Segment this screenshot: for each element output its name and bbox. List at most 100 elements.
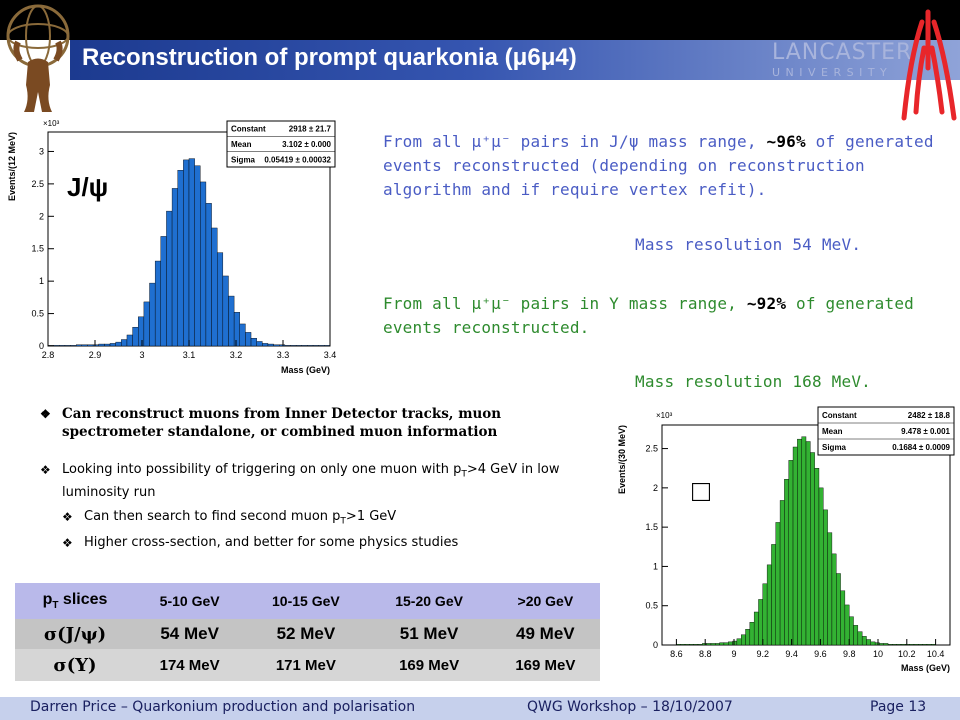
jpsi-resolution: Mass resolution 54 MeV. [635, 235, 862, 254]
bar [771, 544, 776, 646]
y-tick-label: 0 [653, 640, 658, 650]
bar [792, 446, 798, 646]
bar [697, 644, 703, 646]
bar [267, 343, 274, 347]
bar [279, 344, 286, 347]
bar [680, 644, 686, 646]
y-tick-label: 2 [39, 211, 44, 221]
bar [779, 500, 785, 646]
text: From all μ⁺μ⁻ pairs in Υ mass range, [383, 294, 747, 313]
y-multiplier: ×10³ [43, 119, 60, 128]
bar [239, 323, 246, 347]
bar [121, 339, 128, 347]
bullet-text: Higher cross-section, and better for som… [84, 535, 459, 551]
cell: 169 MeV [515, 656, 576, 674]
bar [143, 301, 150, 347]
resolution-table: pT slices 5-10 GeV 10-15 GeV 15-20 GeV >… [15, 583, 600, 681]
bar [87, 344, 94, 347]
bar [728, 641, 733, 646]
bar [81, 344, 88, 347]
text: From all μ⁺μ⁻ pairs in J/ψ mass range, [383, 132, 767, 151]
cell: 51 MeV [399, 624, 459, 643]
bar [262, 343, 269, 347]
bar [753, 611, 759, 646]
top-band [0, 0, 960, 40]
bar [844, 604, 850, 646]
y-multiplier: ×10³ [656, 411, 673, 420]
y-tick-label: 1.5 [31, 244, 44, 254]
bar [818, 487, 824, 646]
bar [823, 509, 828, 646]
bar [870, 641, 876, 646]
cell: 52 MeV [276, 624, 336, 643]
bar [836, 573, 841, 646]
bar [301, 345, 308, 347]
bar [719, 642, 725, 646]
table-row: σ(Υ) 174 MeV 171 MeV 169 MeV 169 MeV [15, 649, 600, 681]
y-axis-label: Events/(30 MeV) [617, 425, 627, 494]
bar [676, 644, 681, 646]
bar [926, 644, 932, 646]
logo-figure [24, 58, 52, 112]
stats-value: 3.102 ± 0.000 [282, 140, 331, 149]
header-cell: pT slices [15, 583, 135, 619]
bullet: Can reconstruct muons from Inner Detecto… [40, 405, 600, 441]
x-tick-label: 9.2 [757, 649, 770, 659]
bar [814, 468, 820, 646]
bar [64, 345, 71, 347]
bar [70, 345, 77, 347]
upsilon-text: From all μ⁺μ⁻ pairs in Υ mass range, ~92… [383, 292, 958, 340]
bar [749, 622, 755, 646]
x-axis-label: Mass (GeV) [901, 663, 950, 673]
bar [740, 634, 746, 646]
university-logo-sub: U N I V E R S I T Y [772, 66, 888, 79]
x-tick-label: 3 [139, 350, 144, 360]
bar [290, 345, 297, 347]
footer-page: Page 13 [870, 699, 927, 715]
bar [115, 341, 122, 347]
bar [222, 275, 229, 347]
x-tick-label: 10 [873, 649, 883, 659]
x-tick-label: 9.4 [785, 649, 798, 659]
jpsi-text: From all μ⁺μ⁻ pairs in J/ψ mass range, ~… [383, 130, 958, 202]
header-cell: 15-20 GeV [395, 593, 463, 609]
bar [892, 644, 897, 646]
stats-value: 0.05419 ± 0.00032 [264, 155, 331, 164]
x-axis-label: Mass (GeV) [281, 365, 330, 375]
bar [132, 326, 139, 347]
bar [307, 345, 314, 347]
bar [284, 345, 291, 347]
bar [879, 643, 884, 646]
row-label: σ(J/ψ) [43, 623, 107, 645]
bar [732, 640, 738, 646]
bar [909, 644, 915, 646]
bar [256, 341, 263, 347]
bar [177, 170, 184, 347]
y-tick-label: 0 [39, 341, 44, 351]
text: p [42, 590, 53, 608]
header-cell: 10-15 GeV [272, 593, 340, 609]
bar [762, 583, 768, 646]
y-tick-label: 2.5 [645, 444, 658, 454]
table-row: σ(J/ψ) 54 MeV 52 MeV 51 MeV 49 MeV [15, 619, 600, 649]
y-axis-label: Events/(12 MeV) [7, 132, 17, 201]
bar [801, 436, 807, 646]
slide-title: Reconstruction of prompt quarkonia (μ6μ4… [82, 44, 577, 71]
bar [827, 532, 833, 646]
emblem-strokes [901, 9, 957, 121]
bar [736, 638, 742, 646]
bullet: Looking into possibility of triggering o… [40, 461, 600, 502]
bar [715, 643, 720, 646]
bar [706, 643, 712, 646]
bar [758, 599, 763, 646]
table-header: pT slices 5-10 GeV 10-15 GeV 15-20 GeV >… [15, 583, 600, 619]
cell: 174 MeV [159, 656, 220, 674]
bar [228, 295, 235, 347]
y-tick-label: 2.5 [31, 179, 44, 189]
bar [840, 590, 846, 646]
bar [931, 644, 936, 646]
bar [831, 553, 837, 646]
bar [318, 345, 325, 347]
bar [874, 642, 880, 646]
subscript: T [461, 469, 467, 480]
